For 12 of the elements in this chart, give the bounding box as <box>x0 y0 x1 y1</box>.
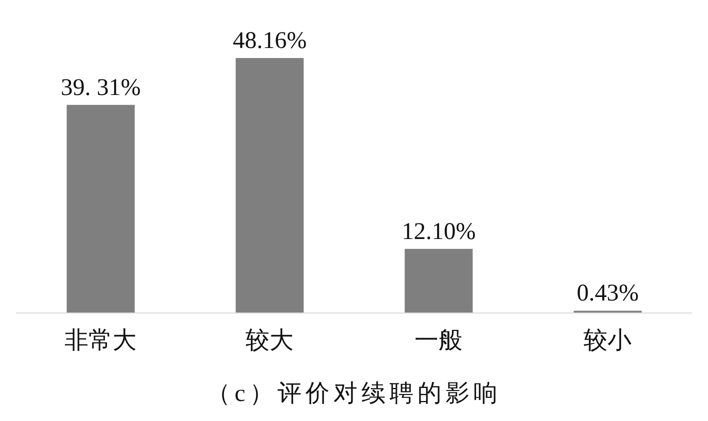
data-label: 48.16% <box>232 28 307 54</box>
bar <box>236 58 304 313</box>
x-tick-label: 较小 <box>584 328 632 354</box>
x-tick-label: 一般 <box>414 328 462 354</box>
text: （c）评价对续聘的影响 <box>206 380 502 409</box>
x-tick-label: 非常大 <box>64 328 136 354</box>
data-label: 0.43% <box>576 280 639 307</box>
bar <box>66 104 135 313</box>
data-label: 12.10% <box>402 218 476 245</box>
x-tick-label: 较大 <box>246 328 294 354</box>
bar <box>404 248 473 313</box>
data-label: 39. 31% <box>60 74 141 101</box>
